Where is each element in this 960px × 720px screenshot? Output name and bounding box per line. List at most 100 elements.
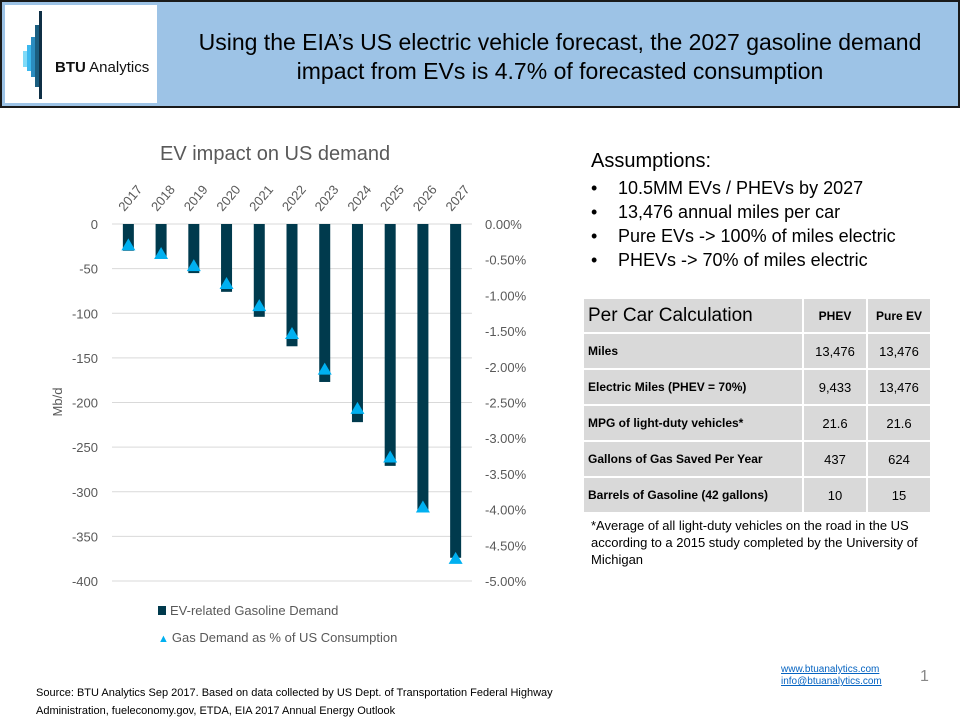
cell: 15 — [866, 476, 932, 514]
table-row: Gallons of Gas Saved Per Year 437 624 — [582, 440, 932, 478]
y2-tick-label: -5.00% — [485, 574, 527, 589]
table-row: Miles 13,476 13,476 — [582, 332, 932, 370]
source-note: Source: BTU Analytics Sep 2017. Based on… — [36, 687, 553, 717]
table-header: Per Car Calculation PHEV Pure EV — [582, 297, 932, 334]
assumptions: Assumptions: 10.5MM EVs / PHEVs by 2027 … — [591, 150, 896, 273]
cell: 9,433 — [802, 368, 868, 406]
email-link[interactable]: info@btuanalytics.com — [781, 676, 882, 687]
y-tick-label: -50 — [79, 262, 98, 277]
triangle-marker — [350, 401, 365, 414]
x-tick-label: 2025 — [377, 182, 407, 214]
legend-triangles: ▲ Gas Demand as % of US Consumption — [158, 630, 397, 645]
logo-bars-icon — [23, 11, 42, 99]
per-car-table: Per Car Calculation PHEV Pure EV Miles 13… — [582, 297, 932, 514]
bar — [384, 224, 396, 466]
cell: 13,476 — [802, 332, 868, 370]
triangle-marker — [154, 246, 169, 259]
bar — [122, 224, 134, 251]
legend-bars: EV-related Gasoline Demand — [158, 603, 338, 618]
cell: 624 — [866, 440, 932, 478]
bar — [253, 224, 265, 317]
row-label: Gallons of Gas Saved Per Year — [582, 440, 804, 478]
assumption-item: Pure EVs -> 100% of miles electric — [591, 225, 896, 247]
x-tick-label: 2022 — [279, 182, 309, 214]
cell: 21.6 — [802, 404, 868, 442]
btu-analytics-logo: BTU Analytics — [5, 5, 157, 103]
x-tick-label: 2021 — [246, 182, 276, 214]
website-link[interactable]: www.btuanalytics.com — [781, 664, 880, 675]
table-row: Barrels of Gasoline (42 gallons) 10 15 — [582, 476, 932, 514]
y-tick-label: 0 — [91, 217, 98, 232]
x-tick-label: 2027 — [442, 182, 472, 214]
cell: 10 — [802, 476, 868, 514]
assumptions-title: Assumptions: — [591, 150, 712, 172]
y2-tick-label: -4.00% — [485, 503, 527, 518]
chart-title: EV impact on US demand — [160, 143, 391, 165]
x-tick-label: 2026 — [410, 182, 440, 214]
triangle-marker — [285, 326, 299, 339]
legend-square-icon — [158, 606, 166, 615]
y-tick-label: -350 — [72, 529, 98, 544]
row-label: Barrels of Gasoline (42 gallons) — [582, 476, 804, 514]
cell: 13,476 — [866, 332, 932, 370]
y2-tick-label: -2.50% — [485, 396, 527, 411]
row-label: Miles — [582, 332, 804, 370]
x-tick-label: 2017 — [115, 182, 145, 214]
bar — [417, 224, 429, 510]
row-label: Electric Miles (PHEV = 70%) — [582, 368, 804, 406]
assumption-item: 13,476 annual miles per car — [591, 201, 896, 223]
triangle-marker — [317, 362, 332, 375]
bar — [221, 224, 233, 292]
y2-tick-label: -2.00% — [485, 360, 527, 375]
bar — [155, 224, 167, 259]
header-banner — [0, 0, 960, 108]
y-tick-label: -250 — [72, 440, 98, 455]
legend-triangle-icon: ▲ — [158, 633, 169, 645]
bar — [286, 224, 298, 347]
y2-tick-label: -0.50% — [485, 253, 527, 268]
assumption-item: 10.5MM EVs / PHEVs by 2027 — [591, 177, 896, 199]
bar — [188, 224, 200, 274]
triangle-marker — [415, 500, 430, 513]
x-tick-label: 2019 — [181, 182, 211, 214]
logo-text-bold: BTU — [55, 59, 86, 76]
logo-text: Analytics — [89, 59, 150, 76]
cell: 21.6 — [866, 404, 932, 442]
assumption-item: PHEVs -> 70% of miles electric — [591, 249, 896, 271]
x-tick-label: 2023 — [312, 182, 342, 214]
bar — [319, 224, 331, 382]
y2-tick-label: 0.00% — [485, 217, 522, 232]
y2-tick-label: -3.50% — [485, 467, 527, 482]
bar — [351, 224, 363, 423]
x-tick-label: 2018 — [148, 182, 178, 214]
y2-tick-label: -1.00% — [485, 288, 527, 303]
triangle-marker — [383, 450, 398, 463]
legend-label: EV-related Gasoline Demand — [170, 603, 339, 618]
cell: 13,476 — [866, 368, 932, 406]
triangle-marker — [219, 276, 234, 289]
cell: 437 — [802, 440, 868, 478]
triangle-marker — [252, 299, 267, 312]
y-axis-label: Mb/d — [50, 388, 65, 417]
y-tick-label: -100 — [72, 306, 98, 321]
row-label: MPG of light-duty vehicles* — [582, 404, 804, 442]
header-cell: Pure EV — [866, 297, 932, 334]
y-tick-label: -200 — [72, 396, 98, 411]
table-row: Electric Miles (PHEV = 70%) 9,433 13,476 — [582, 368, 932, 406]
y2-tick-label: -3.00% — [485, 431, 527, 446]
x-tick-label: 2020 — [213, 182, 243, 214]
y-tick-label: -300 — [72, 485, 98, 500]
page-number: 1 — [920, 668, 929, 685]
y-tick-label: -150 — [72, 351, 98, 366]
y2-tick-label: -1.50% — [485, 324, 527, 339]
table-row: MPG of light-duty vehicles* 21.6 21.6 — [582, 404, 932, 442]
triangle-marker — [448, 551, 463, 564]
header-cell: Per Car Calculation — [582, 297, 804, 334]
triangle-marker — [121, 238, 136, 251]
slide-title: Using the EIA’s US electric vehicle fore… — [198, 29, 922, 84]
legend-label: Gas Demand as % of US Consumption — [171, 630, 398, 645]
triangle-marker — [186, 259, 201, 272]
bar — [450, 224, 462, 558]
footnote: *Average of all light-duty vehicles on t… — [591, 518, 918, 567]
